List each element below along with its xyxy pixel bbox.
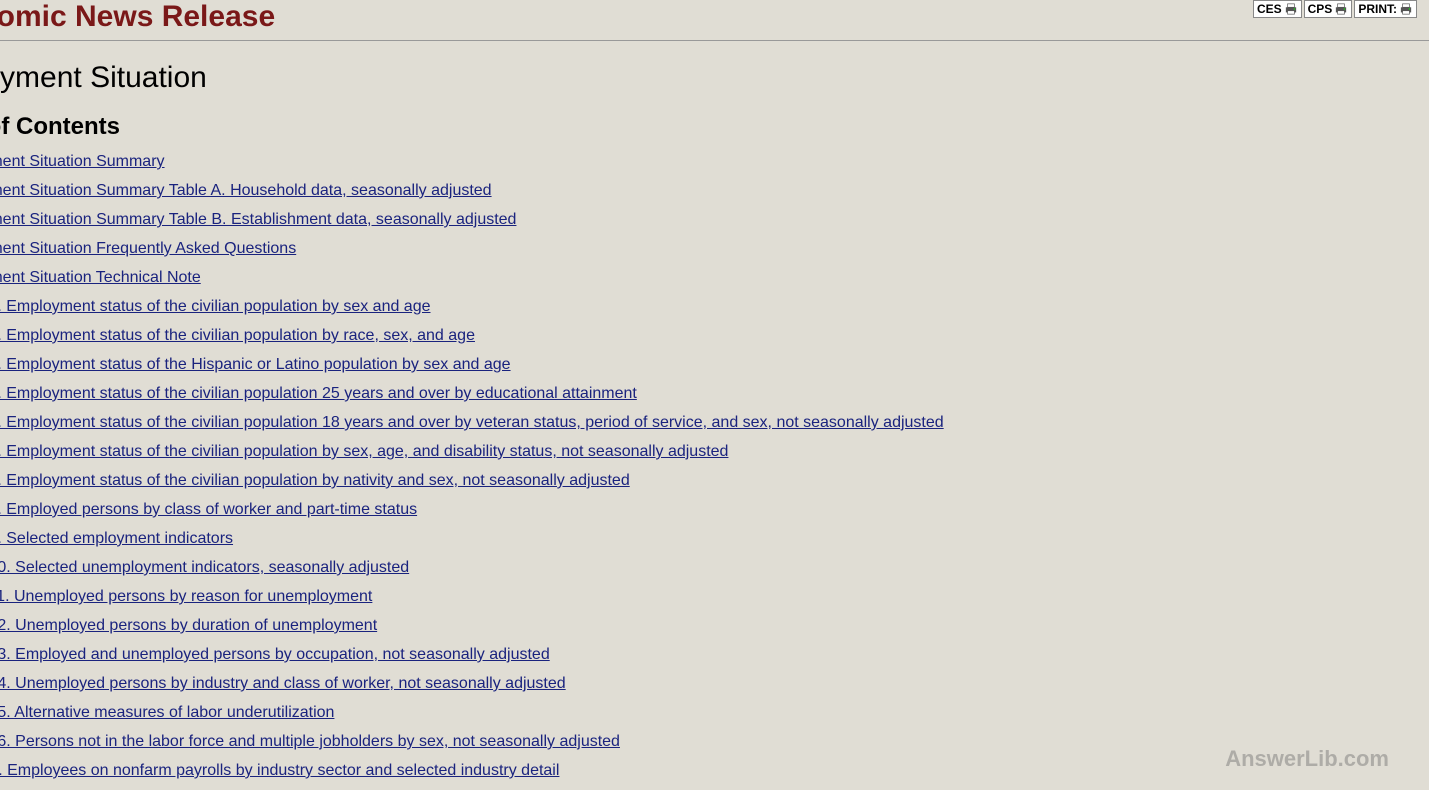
toc-link[interactable]: e A-9. Selected employment indicators: [0, 530, 233, 547]
ces-button[interactable]: CES: [1253, 0, 1302, 18]
printer-icon: [1284, 3, 1298, 15]
ces-label: CES: [1257, 2, 1282, 16]
toc-link[interactable]: e A-16. Persons not in the labor force a…: [0, 733, 620, 750]
toc-link[interactable]: e A-8. Employed persons by class of work…: [0, 501, 417, 518]
cps-button[interactable]: CPS: [1304, 0, 1353, 18]
toc-item: e A-3. Employment status of the Hispanic…: [0, 356, 1429, 374]
print-buttons-group: CES CPS PRINT:: [1253, 0, 1417, 18]
toc-item: e A-15. Alternative measures of labor un…: [0, 704, 1429, 722]
cps-label: CPS: [1308, 2, 1333, 16]
toc-link[interactable]: e A-1. Employment status of the civilian…: [0, 298, 431, 315]
toc-link[interactable]: e A-11. Unemployed persons by reason for…: [0, 588, 372, 605]
toc-item: e A-16. Persons not in the labor force a…: [0, 733, 1429, 751]
toc-item: e A-13. Employed and unemployed persons …: [0, 646, 1429, 664]
toc-item: e A-2. Employment status of the civilian…: [0, 327, 1429, 345]
toc-link[interactable]: e A-2. Employment status of the civilian…: [0, 327, 475, 344]
toc-link[interactable]: e A-10. Selected unemployment indicators…: [0, 559, 409, 576]
print-button[interactable]: PRINT:: [1354, 0, 1417, 18]
toc-item: e A-6. Employment status of the civilian…: [0, 443, 1429, 461]
toc-link[interactable]: e A-4. Employment status of the civilian…: [0, 385, 637, 402]
toc-link[interactable]: e A-14. Unemployed persons by industry a…: [0, 675, 566, 692]
toc-link[interactable]: ployment Situation Summary: [0, 153, 165, 170]
printer-icon: [1399, 3, 1413, 15]
toc-item: e A-7. Employment status of the civilian…: [0, 472, 1429, 490]
toc-item: ployment Situation Summary: [0, 153, 1429, 171]
toc-item: ployment Situation Frequently Asked Ques…: [0, 240, 1429, 258]
toc-link[interactable]: e A-3. Employment status of the Hispanic…: [0, 356, 511, 373]
toc-link[interactable]: e A-13. Employed and unemployed persons …: [0, 646, 550, 663]
toc-link[interactable]: e A-7. Employment status of the civilian…: [0, 472, 630, 489]
toc-link[interactable]: e B-1. Employees on nonfarm payrolls by …: [0, 762, 559, 779]
toc-link[interactable]: e A-5. Employment status of the civilian…: [0, 414, 944, 431]
toc-item: ployment Situation Summary Table B. Esta…: [0, 211, 1429, 229]
watermark: AnswerLib.com: [1225, 746, 1389, 772]
toc-link[interactable]: ployment Situation Summary Table A. Hous…: [0, 182, 492, 199]
toc-title: le of Contents: [0, 113, 1429, 141]
toc-item: e A-12. Unemployed persons by duration o…: [0, 617, 1429, 635]
toc-link[interactable]: ployment Situation Frequently Asked Ques…: [0, 240, 296, 257]
toc-item: e A-11. Unemployed persons by reason for…: [0, 588, 1429, 606]
toc-list: ployment Situation Summary ployment Situa…: [0, 153, 1429, 780]
toc-item: e A-8. Employed persons by class of work…: [0, 501, 1429, 519]
toc-item: e A-10. Selected unemployment indicators…: [0, 559, 1429, 577]
toc-item: e A-4. Employment status of the civilian…: [0, 385, 1429, 403]
toc-item: ployment Situation Technical Note: [0, 269, 1429, 287]
header-bar: onomic News Release CES CPS PRINT:: [0, 0, 1429, 41]
toc-link[interactable]: ployment Situation Technical Note: [0, 269, 201, 286]
toc-link[interactable]: e A-6. Employment status of the civilian…: [0, 443, 728, 460]
toc-link[interactable]: ployment Situation Summary Table B. Esta…: [0, 211, 516, 228]
page-title: ployment Situation: [0, 61, 1429, 95]
toc-item: e A-14. Unemployed persons by industry a…: [0, 675, 1429, 693]
release-title: onomic News Release: [0, 0, 275, 34]
print-label: PRINT:: [1358, 2, 1397, 16]
toc-link[interactable]: e A-15. Alternative measures of labor un…: [0, 704, 334, 721]
toc-item: e A-1. Employment status of the civilian…: [0, 298, 1429, 316]
toc-item: ployment Situation Summary Table A. Hous…: [0, 182, 1429, 200]
toc-link[interactable]: e A-12. Unemployed persons by duration o…: [0, 617, 377, 634]
toc-item: e A-9. Selected employment indicators: [0, 530, 1429, 548]
toc-item: e A-5. Employment status of the civilian…: [0, 414, 1429, 432]
printer-icon: [1334, 3, 1348, 15]
toc-item: e B-1. Employees on nonfarm payrolls by …: [0, 762, 1429, 780]
